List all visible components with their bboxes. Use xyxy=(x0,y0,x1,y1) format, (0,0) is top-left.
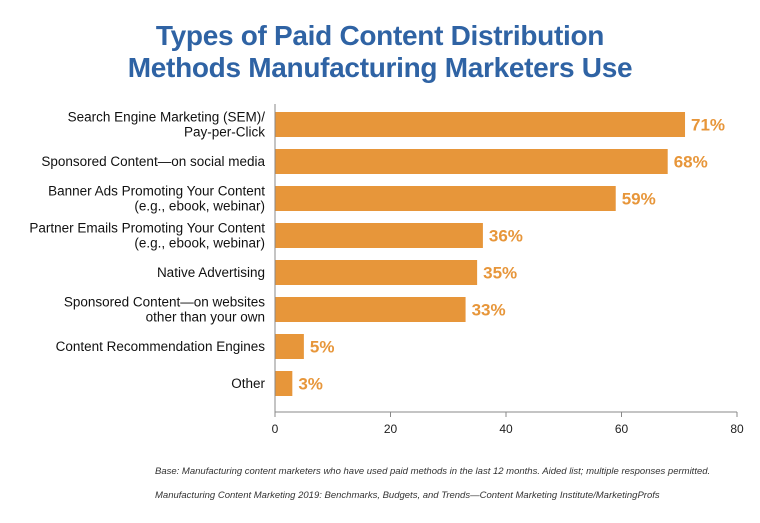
value-label-4: 36% xyxy=(489,227,523,246)
bar-4 xyxy=(275,223,483,248)
bar-1 xyxy=(275,112,686,137)
bar-5 xyxy=(275,260,478,285)
category-label-1: Search Engine Marketing (SEM)/Pay-per-Cl… xyxy=(68,110,266,140)
category-label-7: Content Recommendation Engines xyxy=(56,339,266,354)
bar-7 xyxy=(275,334,304,359)
chart-title: Types of Paid Content Distribution Metho… xyxy=(0,20,760,84)
value-label-2: 68% xyxy=(674,153,708,172)
category-label-3: Banner Ads Promoting Your Content (e.g., … xyxy=(48,184,265,214)
value-label-7: 5% xyxy=(310,338,335,357)
category-label-6: Sponsored Content—on websites other than … xyxy=(64,295,265,325)
bar-2 xyxy=(275,149,668,174)
value-label-3: 59% xyxy=(622,190,656,209)
chart-title-line-2: Methods Manufacturing Marketers Use xyxy=(127,52,633,83)
bar-chart: 71% Search Engine Marketing (SEM)/Pay-per… xyxy=(29,104,744,436)
value-label-6: 33% xyxy=(472,301,506,320)
footnote-source: Manufacturing Content Marketing 2019: Be… xyxy=(155,490,660,501)
chart-title-line-1: Types of Paid Content Distribution xyxy=(155,20,605,51)
x-tick-label-40: 40 xyxy=(499,422,513,436)
category-label-2: Sponsored Content—on social media xyxy=(41,154,265,169)
bar-8 xyxy=(275,371,293,396)
x-tick-label-0: 0 xyxy=(272,422,279,436)
x-tick-label-80: 80 xyxy=(730,422,744,436)
bar-3 xyxy=(275,186,616,211)
value-label-5: 35% xyxy=(483,264,517,283)
value-label-8: 3% xyxy=(298,375,323,394)
x-tick-label-20: 20 xyxy=(384,422,398,436)
category-label-4: Partner Emails Promoting Your Content (e.… xyxy=(29,221,265,251)
category-label-5: Native Advertising xyxy=(157,265,265,280)
x-tick-label-60: 60 xyxy=(615,422,629,436)
bar-6 xyxy=(275,297,466,322)
value-label-1: 71% xyxy=(691,116,725,135)
footnote-base: Base: Manufacturing content marketers wh… xyxy=(155,466,711,477)
category-label-8: Other xyxy=(231,376,265,391)
